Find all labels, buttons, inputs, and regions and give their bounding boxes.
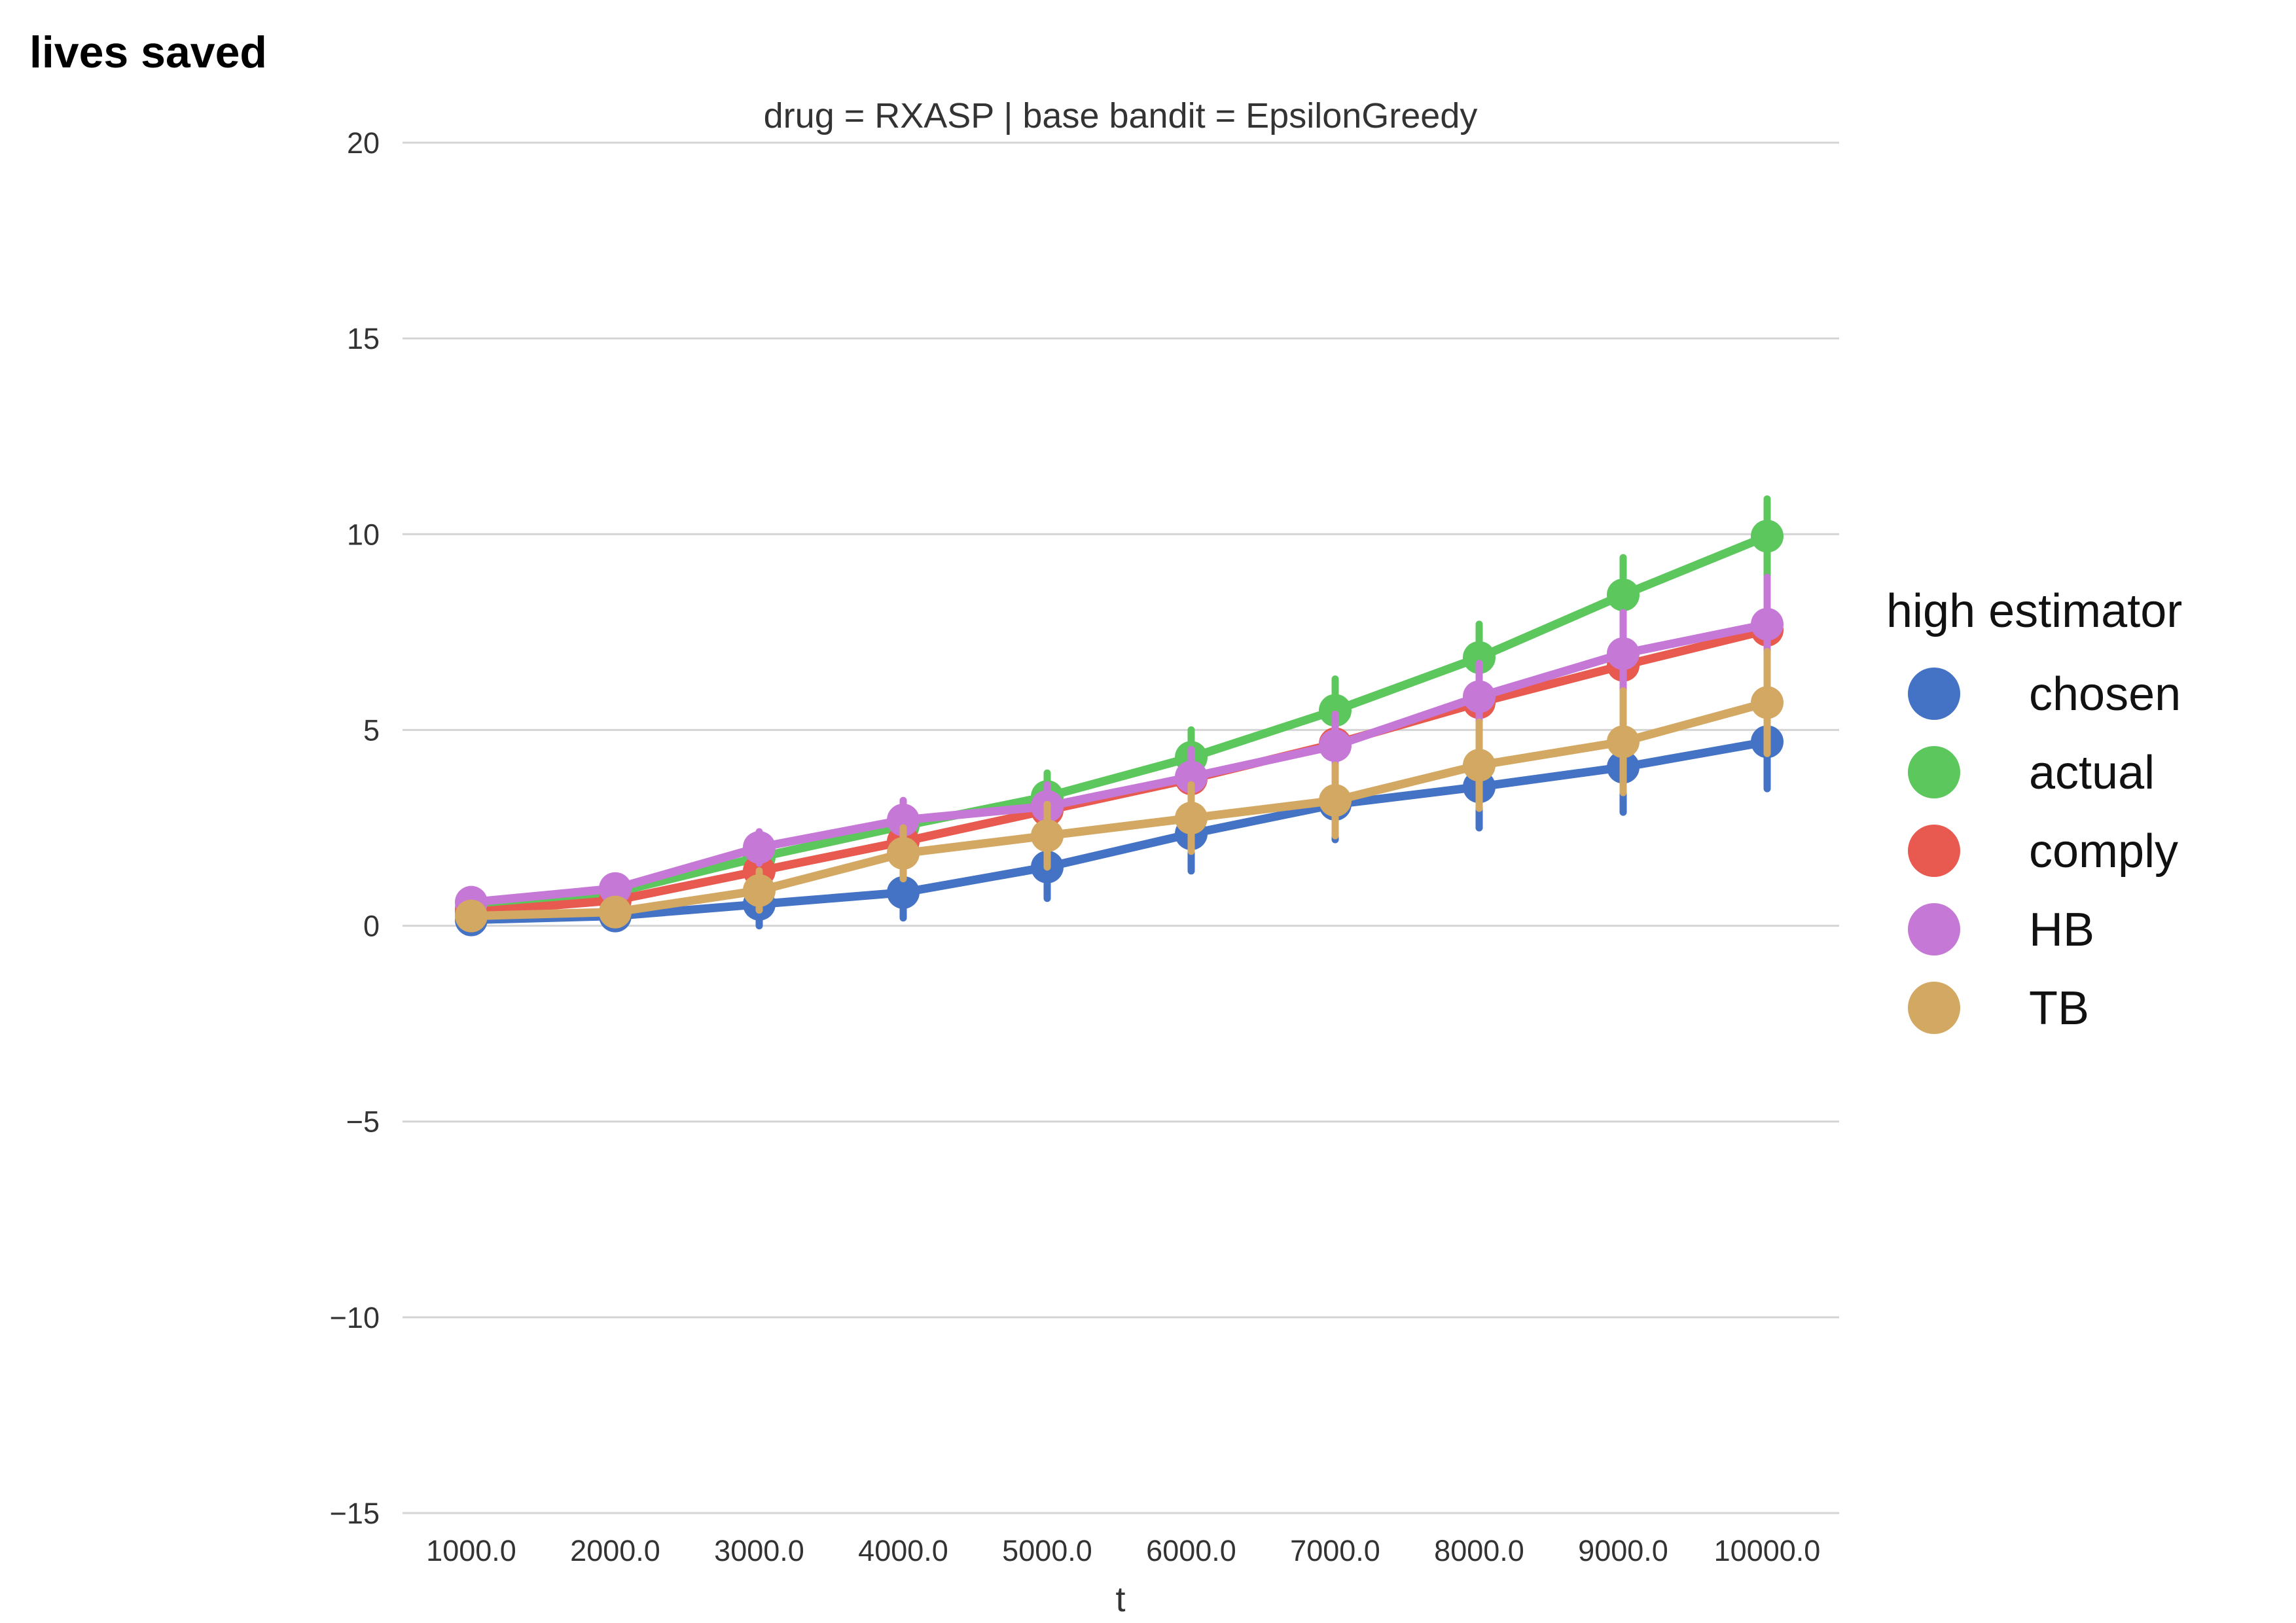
data-point (1319, 694, 1352, 727)
x-tick-label: 9000.0 (1578, 1534, 1668, 1567)
data-point (743, 874, 776, 907)
legend-label: comply (2029, 825, 2178, 878)
series-group (455, 495, 1784, 936)
data-point (887, 836, 920, 870)
data-point (1607, 637, 1640, 670)
data-point (743, 830, 776, 864)
legend-marker (1908, 982, 1960, 1034)
x-axis-label: t (1115, 1580, 1125, 1619)
y-tick-label: −5 (346, 1105, 380, 1139)
x-tick-label: 4000.0 (858, 1534, 948, 1567)
data-point (1463, 641, 1496, 674)
legend-marker (1908, 668, 1960, 720)
data-point (1751, 520, 1784, 553)
data-point (1751, 686, 1784, 719)
series-chosen (455, 691, 1784, 936)
data-point (599, 872, 632, 905)
panel-title: drug = RXASP | base bandit = EpsilonGree… (764, 96, 1478, 135)
y-tick-labels: −15 −10 −5 0 5 10 15 20 (330, 126, 380, 1530)
series-line (467, 737, 1772, 925)
data-point (1175, 802, 1208, 835)
y-tick-label: 0 (363, 910, 380, 943)
data-point (599, 895, 632, 929)
data-point (455, 899, 488, 933)
data-point (1031, 819, 1064, 852)
data-point (1175, 760, 1208, 794)
series-tb (455, 648, 1784, 933)
grid-lines (403, 141, 1839, 1514)
legend-label: chosen (2029, 668, 2181, 721)
legend-marker (1908, 903, 1960, 955)
series-line (467, 620, 1772, 907)
x-tick-label: 6000.0 (1146, 1534, 1236, 1567)
data-point (1463, 680, 1496, 713)
y-tick-label: 20 (347, 126, 380, 160)
data-point (1319, 784, 1352, 817)
y-tick-label: 5 (363, 713, 380, 747)
data-point (887, 876, 920, 909)
legend: high estimator chosen actual comply HB TB (1886, 585, 2182, 1035)
series-line (467, 531, 1772, 913)
series-actual (455, 495, 1784, 925)
data-point (1463, 749, 1496, 782)
y-tick-label: 15 (347, 322, 380, 355)
x-tick-label: 10000.0 (1714, 1534, 1821, 1567)
corner-label: lives saved (29, 27, 267, 77)
x-tick-label: 1000.0 (426, 1534, 516, 1567)
data-point (1607, 579, 1640, 612)
legend-label: actual (2029, 747, 2155, 799)
legend-label: HB (2029, 904, 2094, 956)
series-line (467, 698, 1772, 921)
legend-marker (1908, 746, 1960, 798)
legend-marker (1908, 825, 1960, 877)
y-tick-label: −10 (330, 1301, 380, 1334)
x-tick-label: 2000.0 (570, 1534, 660, 1567)
y-tick-label: 10 (347, 518, 380, 551)
y-tick-label: −15 (330, 1497, 380, 1530)
data-point (887, 804, 920, 837)
legend-label: TB (2029, 982, 2089, 1035)
x-tick-label: 8000.0 (1434, 1534, 1524, 1567)
legend-title: high estimator (1886, 585, 2182, 637)
x-tick-label: 7000.0 (1290, 1534, 1380, 1567)
x-tick-label: 5000.0 (1002, 1534, 1092, 1567)
x-tick-labels: 1000.0 2000.0 3000.0 4000.0 5000.0 6000.0 7000… (426, 1534, 1820, 1567)
data-point (1319, 729, 1352, 762)
x-tick-label: 3000.0 (714, 1534, 804, 1567)
data-point (1607, 725, 1640, 758)
data-point (1751, 607, 1784, 641)
